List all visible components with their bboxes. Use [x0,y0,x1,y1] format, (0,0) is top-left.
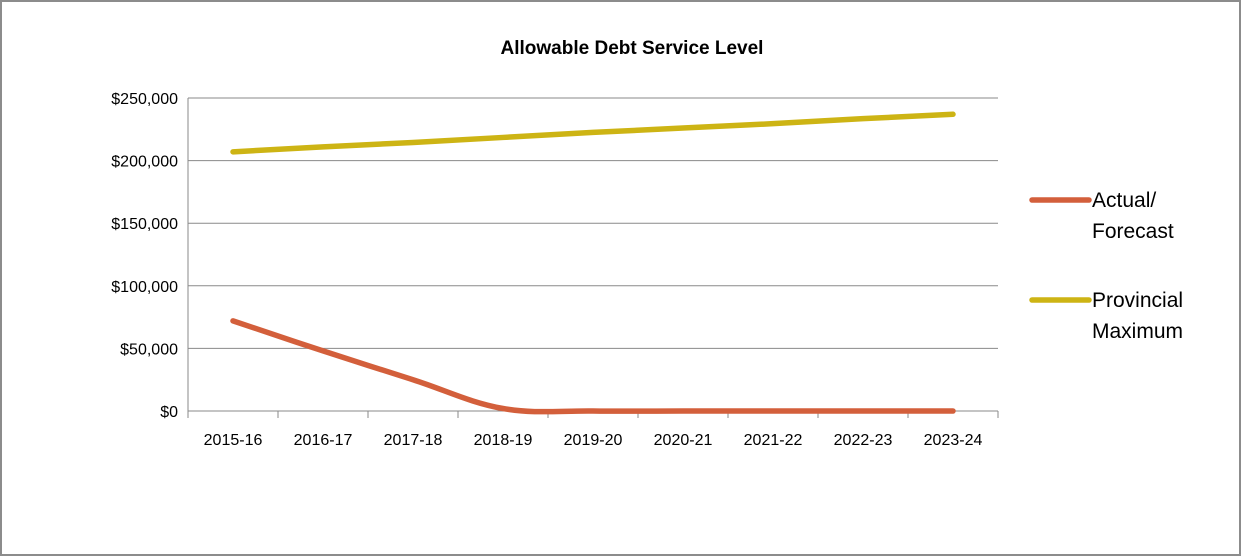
y-tick-label: $0 [160,404,178,421]
chart-title: Allowable Debt Service Level [501,38,764,59]
x-tick-label: 2020-21 [654,432,713,449]
x-tick-label: 2016-17 [294,432,353,449]
x-tick-label: 2019-20 [564,432,623,449]
y-tick-label: $150,000 [111,216,178,233]
y-tick-labels: $0 $50,000 $100,000 $150,000 $200,000 $250,00… [111,91,178,421]
x-tick-labels: 2015-16 2016-17 2017-18 2018-19 2019-20 2020-… [204,432,983,449]
x-tick-label: 2021-22 [744,432,803,449]
series-lines [230,111,956,415]
x-tick-label: 2023-24 [924,432,983,449]
legend-label: Forecast [1092,220,1174,243]
x-tick-label: 2015-16 [204,432,263,449]
y-tick-label: $200,000 [111,154,178,171]
x-tick-label: 2022-23 [834,432,893,449]
y-tick-label: $100,000 [111,279,178,296]
series-line-actual-forecast [230,318,956,415]
legend-label: Maximum [1092,320,1183,343]
legend-label: Provincial [1092,289,1183,312]
x-tick-label: 2017-18 [384,432,443,449]
series-line-provincial-maximum [230,111,956,155]
legend-label: Actual/ [1092,189,1156,212]
y-tick-label: $50,000 [120,341,178,358]
legend: Actual/Forecast Provincial Maximum [1029,189,1183,343]
y-tick-label: $250,000 [111,91,178,108]
x-tick-label: 2018-19 [474,432,533,449]
